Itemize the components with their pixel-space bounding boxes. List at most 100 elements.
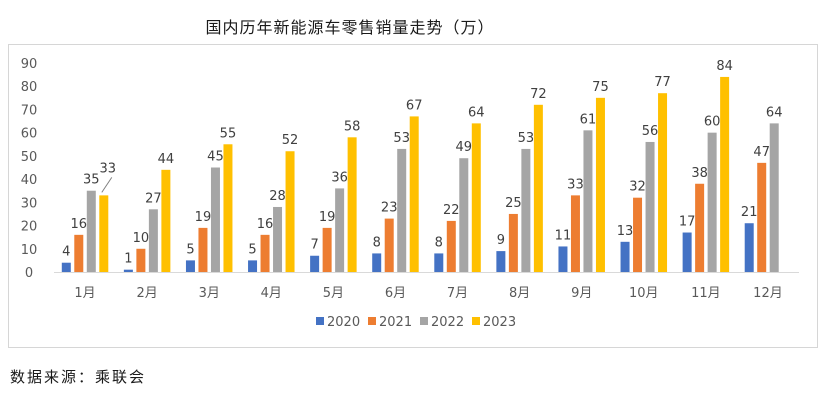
bar-2020 xyxy=(248,260,258,272)
data-label: 4 xyxy=(62,245,70,260)
y-tick-label: 80 xyxy=(21,80,38,95)
bar-2022 xyxy=(459,158,469,272)
bar-2021 xyxy=(322,227,332,272)
data-label: 61 xyxy=(580,112,597,127)
legend-label: 2023 xyxy=(483,315,516,330)
bar-2023 xyxy=(409,116,419,273)
legend-swatch-2022 xyxy=(420,317,428,325)
legend-swatch-2023 xyxy=(472,317,480,325)
data-label: 17 xyxy=(679,215,696,230)
data-label: 49 xyxy=(456,140,473,155)
x-tick-label: 5月 xyxy=(323,286,344,301)
data-label: 5 xyxy=(248,242,256,257)
x-tick-label: 11月 xyxy=(691,286,721,301)
x-tick-label: 1月 xyxy=(74,286,95,301)
bar-2022 xyxy=(210,167,220,272)
data-label: 22 xyxy=(443,203,460,218)
y-tick-label: 10 xyxy=(21,243,38,258)
bar-2021 xyxy=(74,234,84,272)
data-label: 84 xyxy=(716,59,733,74)
bar-2022 xyxy=(521,148,531,272)
bar-chart: 01020304050607080901月41635332月11027443月5… xyxy=(21,57,799,330)
data-label: 67 xyxy=(406,98,423,113)
data-label-leader xyxy=(101,177,113,193)
data-label: 53 xyxy=(518,131,535,146)
x-tick-label: 3月 xyxy=(199,286,220,301)
data-label: 11 xyxy=(555,228,572,243)
data-label: 44 xyxy=(158,152,175,167)
bar-2020 xyxy=(61,262,71,272)
bar-2021 xyxy=(384,218,394,272)
data-label: 77 xyxy=(654,75,671,90)
bar-2020 xyxy=(496,251,506,272)
data-label: 64 xyxy=(468,105,485,120)
bar-2022 xyxy=(397,148,407,272)
bar-2020 xyxy=(185,260,195,272)
y-tick-label: 70 xyxy=(21,103,38,118)
bar-2023 xyxy=(223,144,233,272)
y-tick-label: 50 xyxy=(21,150,38,165)
bar-2020 xyxy=(310,255,320,272)
y-tick-label: 40 xyxy=(21,173,38,188)
data-label: 28 xyxy=(269,189,286,204)
bar-2023 xyxy=(471,123,481,272)
data-label: 9 xyxy=(497,233,505,248)
chart-frame: 0 10 20 30 40 50 60 70 80 90 1月 4 16 35 33 2月 1 10 27 44 3月 5… xyxy=(8,44,818,348)
y-tick-label: 30 xyxy=(21,196,38,211)
bar-2021 xyxy=(570,195,580,272)
legend-label: 2020 xyxy=(327,315,360,330)
data-label: 19 xyxy=(195,210,212,225)
data-label: 35 xyxy=(83,173,100,188)
bar-2023 xyxy=(285,151,295,272)
data-label: 72 xyxy=(530,87,547,102)
data-label: 8 xyxy=(435,235,443,250)
legend-label: 2022 xyxy=(431,315,464,330)
data-label: 21 xyxy=(741,205,758,220)
bar-2022 xyxy=(335,188,345,272)
data-label: 13 xyxy=(617,224,634,239)
data-label: 60 xyxy=(704,115,721,130)
bar-2021 xyxy=(508,213,518,272)
source-note: 数据来源：乘联会 xyxy=(10,368,147,386)
bar-2022 xyxy=(769,123,779,272)
bar-2023 xyxy=(720,76,730,272)
bar-2021 xyxy=(446,220,456,272)
x-tick-label: 10月 xyxy=(629,286,659,301)
bar-2023 xyxy=(99,195,109,272)
bar-2023 xyxy=(347,137,357,272)
x-tick-label: 7月 xyxy=(447,286,468,301)
bar-2023 xyxy=(533,104,543,272)
x-tick-label: 4月 xyxy=(261,286,282,301)
bar-2022 xyxy=(86,190,96,272)
bar-2020 xyxy=(123,269,133,272)
bar-2021 xyxy=(757,162,767,272)
bar-2020 xyxy=(682,232,692,272)
bar-2023 xyxy=(658,93,668,272)
bar-2022 xyxy=(583,130,593,272)
y-tick-label: 20 xyxy=(21,220,38,235)
data-label: 55 xyxy=(220,126,237,141)
data-label: 19 xyxy=(319,210,336,225)
bar-2021 xyxy=(136,248,146,272)
bar-2023 xyxy=(161,169,171,272)
data-label: 38 xyxy=(691,166,708,181)
x-tick-label: 8月 xyxy=(509,286,530,301)
data-label: 45 xyxy=(207,150,224,165)
data-label: 56 xyxy=(642,124,659,139)
data-label: 25 xyxy=(505,196,522,211)
bar-2020 xyxy=(620,241,630,272)
bar-2022 xyxy=(707,132,717,272)
y-tick-label: 60 xyxy=(21,127,38,142)
data-label: 53 xyxy=(393,131,410,146)
bar-2020 xyxy=(558,246,568,272)
x-tick-label: 9月 xyxy=(571,286,592,301)
x-tick-label: 2月 xyxy=(136,286,157,301)
data-label: 23 xyxy=(381,201,398,216)
data-label: 36 xyxy=(331,170,348,185)
data-label: 33 xyxy=(567,177,584,192)
data-label: 7 xyxy=(310,238,318,253)
legend-swatch-2021 xyxy=(368,317,376,325)
x-tick-label: 12月 xyxy=(753,286,783,301)
bar-2020 xyxy=(744,223,754,272)
data-label: 52 xyxy=(282,133,299,148)
